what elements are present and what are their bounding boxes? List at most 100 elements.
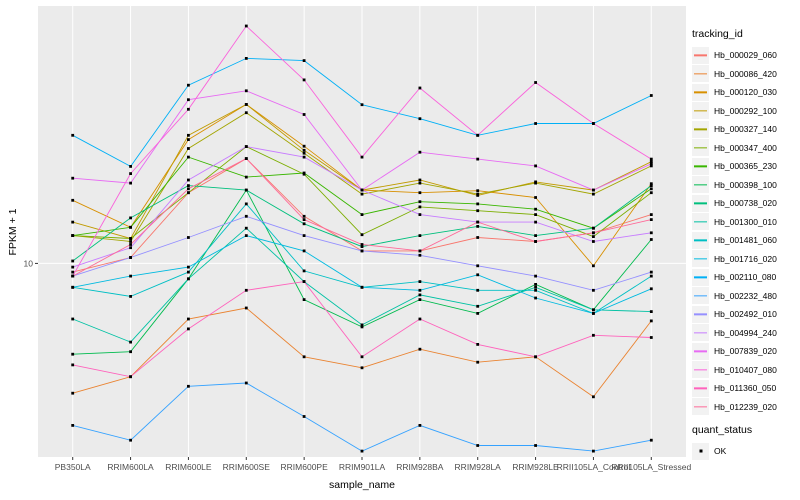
data-point <box>534 181 537 185</box>
data-point <box>302 171 306 175</box>
series-color-swatch <box>694 165 707 167</box>
data-point <box>592 264 595 268</box>
data-point <box>129 340 132 344</box>
data-point <box>302 113 306 116</box>
legend-key <box>692 361 709 379</box>
data-point <box>302 269 306 273</box>
x-tick-label: RRIM600SE <box>223 462 271 472</box>
series-color-swatch <box>694 313 707 315</box>
series-color-swatch <box>694 258 707 260</box>
y-tick-label: 10 <box>24 258 34 268</box>
data-point <box>592 240 595 243</box>
legend-item-Hb_011360_050: Hb_011360_050 <box>692 379 800 398</box>
data-point <box>129 246 132 250</box>
series-color-swatch <box>694 184 707 186</box>
x-tick-label: RRIM600LA <box>107 462 154 472</box>
legend-item-Hb_000086_420: Hb_000086_420 <box>692 65 800 84</box>
series-color-swatch <box>694 295 707 297</box>
data-point <box>71 198 75 202</box>
data-point <box>418 234 422 237</box>
data-point <box>360 449 364 453</box>
data-point <box>360 192 364 196</box>
series-color-swatch <box>694 91 707 93</box>
legend-label: Hb_001481_060 <box>714 235 777 246</box>
data-point <box>244 214 248 218</box>
data-point <box>187 191 190 195</box>
series-color-swatch <box>694 239 707 241</box>
series-color-swatch <box>694 276 707 278</box>
data-point <box>649 336 653 339</box>
data-point <box>534 240 537 243</box>
data-point <box>71 265 75 269</box>
legend-key <box>692 305 709 323</box>
series-color-swatch <box>694 387 707 389</box>
data-point <box>244 306 248 310</box>
legend-label: Hb_011360_050 <box>714 383 777 394</box>
legend-label: Hb_000086_420 <box>714 68 777 79</box>
data-point <box>302 234 306 237</box>
x-tick-label: RRIM928BA <box>396 462 444 472</box>
data-point <box>592 312 595 315</box>
data-point <box>649 157 653 161</box>
series-color-swatch <box>694 221 707 223</box>
data-point <box>302 144 306 148</box>
data-point <box>360 103 364 107</box>
data-point <box>129 240 132 243</box>
data-point <box>476 220 480 224</box>
legend-item-Hb_000365_230: Hb_000365_230 <box>692 157 800 176</box>
data-point <box>360 323 364 327</box>
data-point <box>534 285 537 289</box>
legend-item-Hb_002110_080: Hb_002110_080 <box>692 268 800 287</box>
data-point <box>418 200 422 204</box>
data-point <box>244 57 248 60</box>
data-point <box>418 249 422 253</box>
legend-key <box>692 398 709 416</box>
data-point <box>129 243 132 246</box>
data-point <box>649 213 653 216</box>
data-point <box>476 192 480 196</box>
data-point <box>592 449 595 453</box>
data-point <box>649 238 653 241</box>
data-point <box>129 350 132 354</box>
data-point <box>476 189 480 193</box>
data-point <box>244 111 248 115</box>
data-point <box>418 213 422 216</box>
legend-label: Hb_012239_020 <box>714 401 777 412</box>
data-point <box>534 355 537 359</box>
data-point <box>418 317 422 321</box>
legend-label: Hb_010407_080 <box>714 364 777 375</box>
data-point <box>592 333 595 337</box>
legend-items: Hb_000029_060 Hb_000086_420 Hb_000120_030 H… <box>692 46 800 416</box>
data-point <box>302 298 306 301</box>
legend-key <box>692 250 709 268</box>
series-color-swatch <box>694 369 707 371</box>
data-point <box>360 155 364 159</box>
legend-title-quant-status: quant_status <box>692 424 753 436</box>
data-point <box>476 157 480 161</box>
data-point <box>71 234 75 237</box>
legend-item-Hb_000029_060: Hb_000029_060 <box>692 46 800 65</box>
data-point <box>187 184 190 187</box>
legend-key <box>692 65 709 83</box>
data-point <box>244 89 248 93</box>
data-point <box>649 164 653 168</box>
legend-key <box>692 139 709 157</box>
data-point <box>71 270 75 274</box>
data-point <box>129 274 132 278</box>
data-point <box>129 216 132 220</box>
legend-label: OK <box>714 446 727 457</box>
data-point <box>592 226 595 230</box>
data-point <box>187 133 190 137</box>
data-point <box>360 355 364 359</box>
data-point <box>649 319 653 323</box>
legend-item-Hb_010407_080: Hb_010407_080 <box>692 361 800 380</box>
data-point <box>476 133 480 137</box>
legend-key <box>692 83 709 101</box>
data-point <box>187 147 190 150</box>
data-point <box>418 298 422 301</box>
data-point <box>534 81 537 84</box>
data-point <box>476 209 480 213</box>
data-point <box>302 415 306 418</box>
